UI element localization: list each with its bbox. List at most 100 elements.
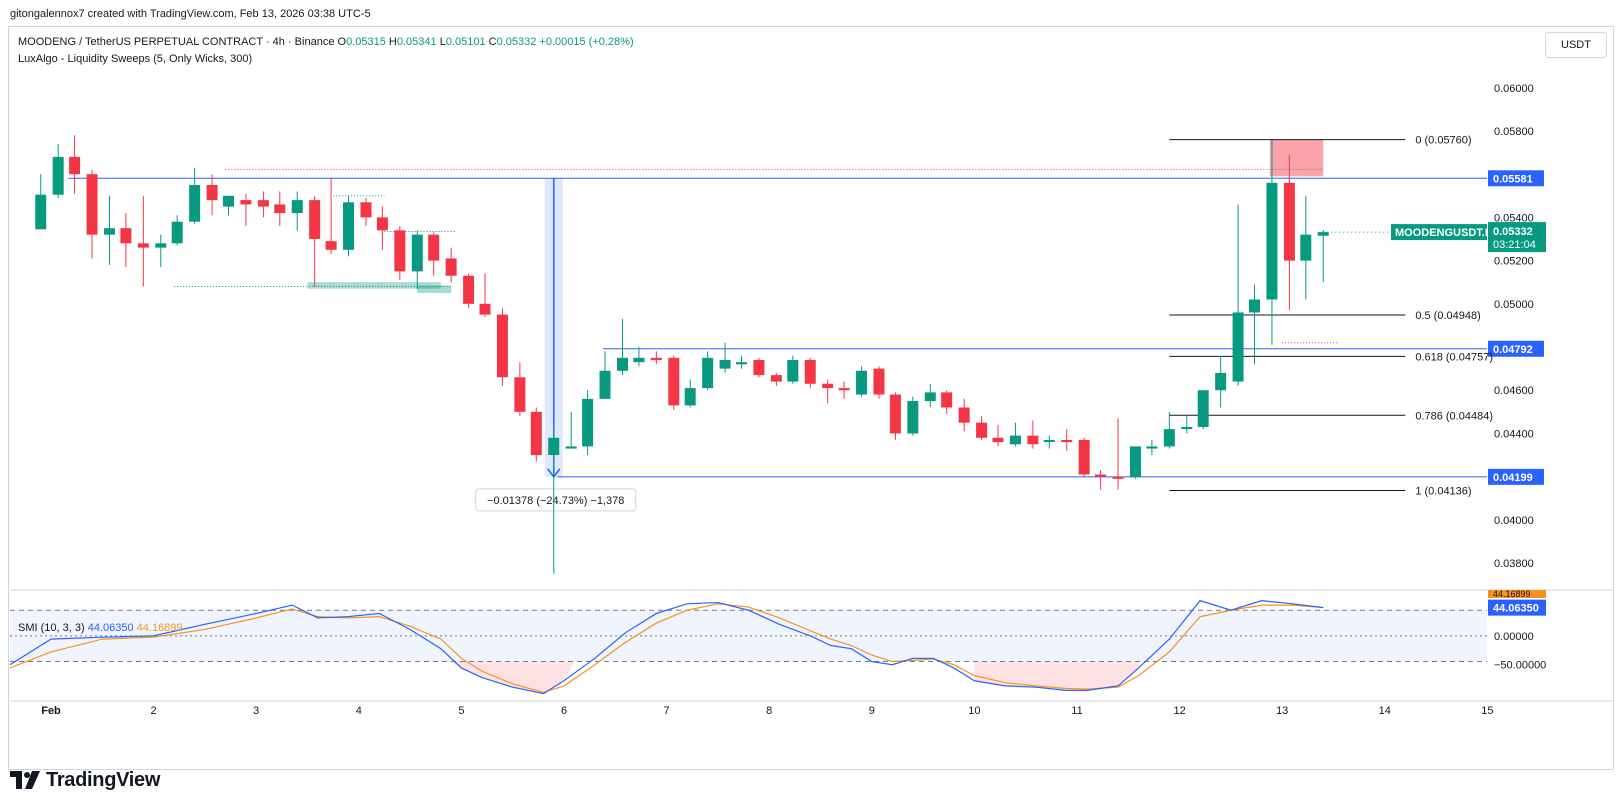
candle-body bbox=[770, 375, 782, 382]
candle-body bbox=[189, 184, 201, 222]
candle-body bbox=[616, 357, 628, 371]
time-tick-label: 7 bbox=[664, 705, 670, 717]
change-value: +0.00015 (+0.28%) bbox=[539, 36, 634, 48]
candle-body bbox=[1146, 446, 1158, 449]
candle-body bbox=[684, 388, 696, 406]
candle-body bbox=[1027, 435, 1039, 445]
candle-body bbox=[719, 359, 731, 369]
price-axis-tag-label: 0.05581 bbox=[1493, 173, 1533, 185]
candle-body bbox=[86, 174, 98, 235]
smi-signal-tag bbox=[1488, 590, 1546, 598]
time-tick-label: 5 bbox=[458, 705, 464, 717]
candle-body bbox=[1317, 232, 1329, 236]
candle-body bbox=[1163, 429, 1175, 447]
symbol-tag-label: MOODENGUSDT.P bbox=[1395, 227, 1492, 239]
candle-body bbox=[376, 217, 388, 231]
smi-value-orange: 44.16899 bbox=[136, 622, 183, 634]
symbol-legend[interactable]: MOODENG / TetherUS PERPETUAL CONTRACT · … bbox=[18, 36, 634, 48]
candle-body bbox=[1248, 299, 1260, 313]
close-label: C bbox=[488, 36, 497, 48]
price-axis-tag-label: 0.04199 bbox=[1493, 472, 1533, 484]
symbol-tag bbox=[1391, 224, 1487, 241]
candle-body bbox=[411, 234, 423, 272]
candle-body bbox=[240, 200, 252, 205]
candle-body bbox=[155, 243, 167, 248]
tradingview-wordmark: TradingView bbox=[46, 768, 161, 791]
smi-main-line bbox=[9, 599, 1324, 695]
high-label: H bbox=[388, 36, 397, 48]
candle-body bbox=[52, 156, 64, 195]
candle-body bbox=[274, 204, 286, 214]
fib-level-label: 1 (0.04136) bbox=[1415, 485, 1471, 497]
tradingview-logo[interactable]: TradingView bbox=[10, 766, 160, 794]
candle-body bbox=[360, 202, 372, 218]
candle-body bbox=[1112, 476, 1124, 479]
symbol-name: MOODENG / TetherUS PERPETUAL CONTRACT · … bbox=[18, 36, 335, 48]
candle-body bbox=[668, 357, 680, 406]
low-value: 0.05101 bbox=[445, 36, 486, 48]
measure-label-box bbox=[475, 488, 637, 512]
smi-label: SMI (10, 3, 3) bbox=[18, 622, 85, 634]
candle-body bbox=[582, 398, 594, 447]
candle-body bbox=[958, 407, 970, 423]
candle-body bbox=[445, 258, 457, 276]
time-tick-label: 2 bbox=[151, 705, 157, 717]
price-axis-tag bbox=[1488, 468, 1544, 485]
smi-oversold-fill bbox=[451, 661, 575, 694]
candle-body bbox=[856, 370, 868, 395]
candle-body bbox=[206, 184, 218, 201]
price-tick-label: 0.06000 bbox=[1494, 83, 1534, 95]
candle-body bbox=[479, 303, 491, 315]
high-value: 0.05341 bbox=[396, 36, 437, 48]
candle-body bbox=[291, 200, 303, 214]
candle-body bbox=[1300, 234, 1312, 261]
candle-body bbox=[976, 422, 988, 438]
price-tick-label: 0.05400 bbox=[1494, 212, 1534, 224]
currency-button[interactable]: USDT bbox=[1545, 32, 1607, 58]
candle-body bbox=[325, 241, 337, 250]
last-price-tag bbox=[1488, 222, 1546, 253]
candle-body bbox=[735, 362, 747, 365]
candle-body bbox=[514, 377, 526, 412]
open-value: 0.05315 bbox=[346, 36, 386, 48]
candle-body bbox=[1197, 390, 1209, 427]
price-tick-label: 0.05000 bbox=[1494, 299, 1534, 311]
candle-body bbox=[787, 359, 799, 382]
indicator-legend[interactable]: LuxAlgo - Liquidity Sweeps (5, Only Wick… bbox=[18, 53, 253, 65]
candle-body bbox=[753, 359, 765, 376]
price-tick-label: 0.05200 bbox=[1494, 256, 1534, 268]
time-tick-label: 8 bbox=[766, 705, 772, 717]
candle-body bbox=[1181, 426, 1193, 430]
time-tick-label: 13 bbox=[1276, 705, 1288, 717]
smi-tick-label: 0.00000 bbox=[1494, 631, 1534, 643]
candle-body bbox=[394, 230, 406, 272]
price-axis-tag-label: 0.04792 bbox=[1493, 344, 1533, 356]
candle-body bbox=[343, 202, 355, 250]
candle-body bbox=[702, 357, 714, 389]
candle-body bbox=[1215, 372, 1227, 391]
time-tick-label: 10 bbox=[968, 705, 980, 717]
low-label: L bbox=[439, 36, 446, 48]
price-tick-label: 0.05800 bbox=[1494, 126, 1534, 138]
candle-body bbox=[257, 200, 269, 207]
time-tick-label: 14 bbox=[1379, 705, 1391, 717]
candle-body bbox=[1232, 312, 1244, 382]
tradingview-logo-icon bbox=[10, 771, 40, 789]
price-axis-tag bbox=[1488, 340, 1544, 357]
candle-body bbox=[838, 388, 850, 391]
time-tick-label: Feb bbox=[41, 705, 61, 717]
last-price-value: 0.05332 bbox=[1493, 226, 1533, 238]
candle-body bbox=[889, 394, 901, 434]
price-tick-label: 0.04400 bbox=[1494, 428, 1534, 440]
smi-signal-tag-label: 44.16899 bbox=[1493, 589, 1531, 599]
liquidity-sweep-zone bbox=[1269, 139, 1324, 177]
measure-label: −0.01378 (−24.73%) −1,378 bbox=[487, 495, 624, 507]
price-tick-label: 0.04600 bbox=[1494, 385, 1534, 397]
candle-body bbox=[222, 195, 234, 207]
close-value: 0.05332 bbox=[496, 36, 537, 48]
candle-body bbox=[120, 228, 132, 244]
candle-body bbox=[599, 370, 611, 399]
smi-legend[interactable]: SMI (10, 3, 3) 44.06350 44.16899 bbox=[18, 622, 183, 634]
candle-body bbox=[804, 359, 816, 384]
